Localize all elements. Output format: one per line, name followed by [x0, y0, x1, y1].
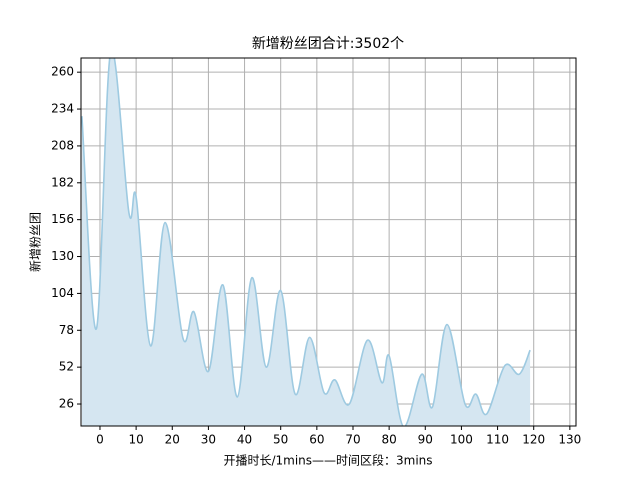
x-tick-label: 130: [558, 433, 581, 447]
y-tick-label: 26: [59, 397, 74, 411]
x-tick-label: 120: [522, 433, 545, 447]
y-tick-label: 182: [51, 175, 74, 189]
x-tick-label: 80: [381, 433, 396, 447]
x-axis-label: 开播时长/1mins——时间区段：3mins: [223, 453, 432, 468]
x-tick-label: 30: [201, 433, 216, 447]
y-tick-label: 78: [59, 323, 74, 337]
y-tick-label: 234: [51, 102, 74, 116]
y-tick-label: 260: [51, 65, 74, 79]
chart-title: 新增粉丝团合计:3502个: [252, 36, 404, 52]
x-tick-label: 20: [165, 433, 180, 447]
x-tick-label: 110: [486, 433, 509, 447]
area-fill: [81, 58, 531, 426]
y-tick-label: 130: [51, 249, 74, 263]
x-tick-label: 60: [309, 433, 324, 447]
line: [81, 58, 531, 426]
y-axis-label: 新增粉丝团: [28, 212, 43, 272]
x-tick-label: 10: [128, 433, 143, 447]
x-tick-label: 40: [237, 433, 252, 447]
x-tick-label: 100: [450, 433, 473, 447]
y-tick-label: 208: [51, 138, 74, 152]
x-tick-label: 70: [345, 433, 360, 447]
y-tick-label: 52: [59, 360, 74, 374]
x-tick-label: 0: [96, 433, 104, 447]
y-tick-label: 104: [51, 286, 74, 300]
y-tick-label: 156: [51, 212, 74, 226]
plot-frame: [80, 57, 577, 427]
x-tick-label: 90: [418, 433, 433, 447]
x-tick-label: 50: [273, 433, 288, 447]
